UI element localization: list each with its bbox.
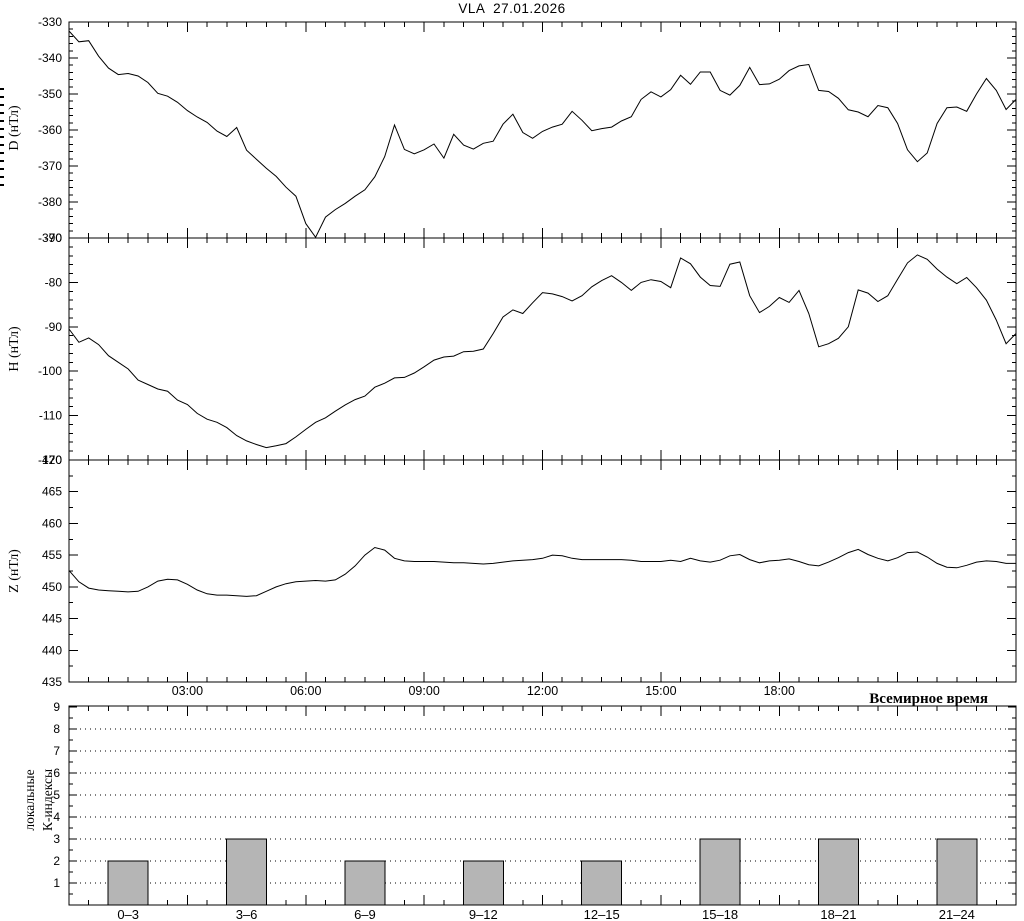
panel-z-border <box>68 459 1017 683</box>
panel-h-border <box>68 237 1017 461</box>
k-index-bar <box>107 860 149 906</box>
k-interval-label: 18–21 <box>820 907 856 921</box>
k-index-bar <box>344 860 386 906</box>
k-index-bar <box>699 838 741 906</box>
y-tick-label: -90 <box>45 320 63 334</box>
d-axis-label: D (нТл) <box>7 105 22 151</box>
y-tick-label: -360 <box>38 123 62 137</box>
k-interval-label: 3–6 <box>236 907 258 921</box>
z-axis-label: Z (нТл) <box>7 549 22 593</box>
k-axis-label-word1: локальные <box>22 769 37 831</box>
k-interval-label: 21–24 <box>939 907 975 921</box>
k-index-bar <box>936 838 978 906</box>
y-tick-label: 455 <box>42 548 62 562</box>
k-interval-label: 6–9 <box>354 907 376 921</box>
k-index-bar <box>462 860 504 906</box>
time-tick-label: 03:00 <box>172 684 203 698</box>
k-y-tick-label: 1 <box>53 876 60 890</box>
clipped-left-label-fragment <box>0 88 4 188</box>
panel-k-border <box>68 705 1017 906</box>
y-tick-label: -110 <box>39 409 62 423</box>
k-y-tick-label: 7 <box>53 744 60 758</box>
time-tick-label: 15:00 <box>645 684 676 698</box>
y-tick-label: -340 <box>38 51 62 65</box>
k-interval-label: 0–3 <box>117 907 139 921</box>
y-tick-label: -100 <box>38 364 62 378</box>
k-y-tick-label: 8 <box>53 722 60 736</box>
time-tick-label: 18:00 <box>764 684 795 698</box>
y-tick-label: -370 <box>38 159 62 173</box>
k-y-tick-label: 2 <box>53 854 60 868</box>
y-tick-label: 470 <box>42 453 62 467</box>
k-interval-label: 9–12 <box>469 907 498 921</box>
k-y-tick-label: 5 <box>53 788 60 802</box>
h-series-line <box>68 254 1017 449</box>
k-axis-label-word2: К-индексы <box>40 768 55 832</box>
k-y-tick-label: 9 <box>53 700 60 714</box>
y-tick-label: 465 <box>42 485 62 499</box>
y-tick-label: 450 <box>42 580 62 594</box>
page-title: VLA 27.01.2026 <box>458 1 566 16</box>
k-interval-label: 12–15 <box>584 907 620 921</box>
k-y-tick-label: 3 <box>53 832 60 846</box>
time-tick-label: 06:00 <box>290 684 321 698</box>
universal-time-label: Всемирное время <box>869 691 988 707</box>
y-tick-label: -80 <box>45 275 63 289</box>
k-index-bar <box>817 838 859 906</box>
y-tick-label: -390 <box>38 231 62 245</box>
y-tick-label: 460 <box>42 516 62 530</box>
y-tick-label: -330 <box>38 15 62 29</box>
y-tick-label: 445 <box>42 612 62 626</box>
panel-d-border <box>68 21 1017 239</box>
y-tick-label: -350 <box>38 87 62 101</box>
k-interval-label: 15–18 <box>702 907 738 921</box>
time-tick-label: 12:00 <box>527 684 558 698</box>
y-tick-label: -70 <box>45 231 63 245</box>
y-tick-label: -120 <box>38 453 62 467</box>
k-index-bar <box>226 838 268 906</box>
d-series-line <box>68 30 1017 239</box>
y-tick-label: 435 <box>42 675 62 689</box>
z-series-line <box>68 546 1016 597</box>
k-index-bar <box>581 860 623 906</box>
y-tick-label: -380 <box>38 195 62 209</box>
y-tick-label: 440 <box>42 643 62 657</box>
k-y-tick-label: 4 <box>53 810 60 824</box>
h-axis-label: H (нТл) <box>7 326 22 372</box>
k-y-tick-label: 6 <box>53 766 60 780</box>
time-tick-label: 09:00 <box>408 684 439 698</box>
